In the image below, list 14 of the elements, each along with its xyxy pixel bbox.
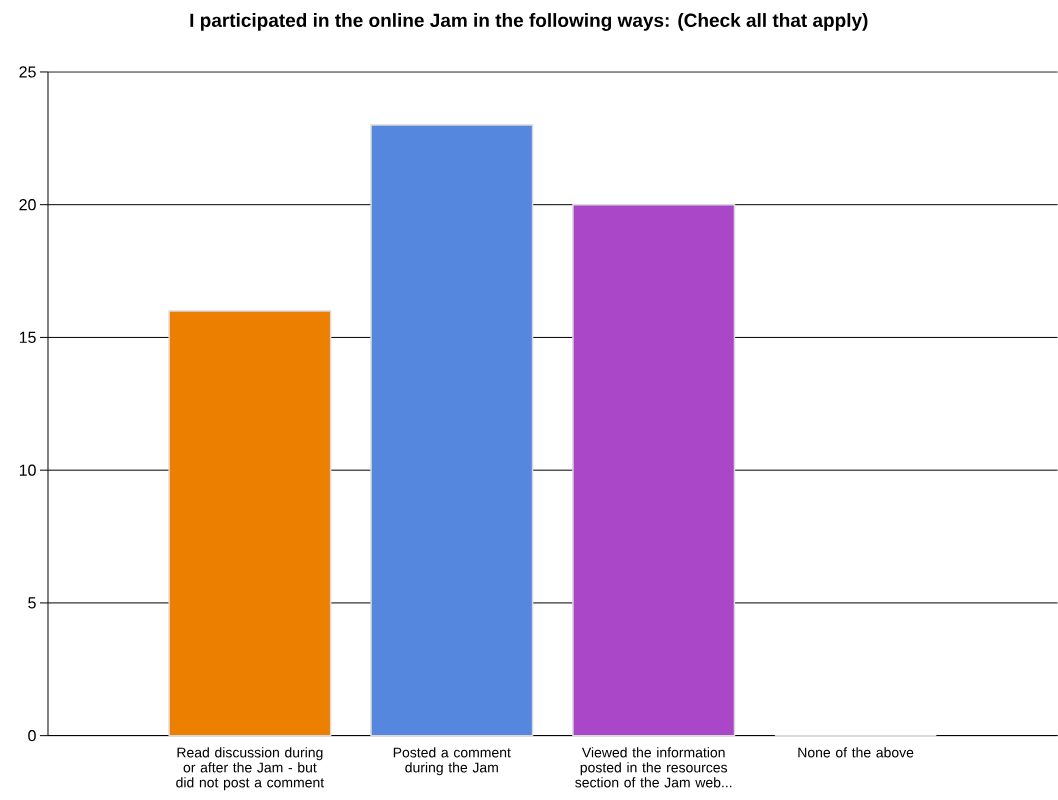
x-tick-label: Viewed the information posted in the resources section of the Jam web...: [575, 747, 732, 788]
y-tick-label: 10: [19, 464, 36, 477]
chart-title: I participated in the online Jam in the following ways: (Check all that apply): [190, 13, 868, 32]
y-tick-label: 5: [28, 597, 36, 609]
x-tick-label: None of the above: [798, 747, 914, 758]
y-tick-label: 0: [28, 730, 36, 742]
bar: [370, 124, 534, 737]
x-tick-label: Read discussion during or after the Jam - but did not post a comment: [176, 747, 325, 791]
y-tick-label: 15: [19, 332, 36, 344]
y-tick-label: 25: [19, 66, 36, 78]
bar: [572, 204, 736, 737]
x-tick-label: Posted a comment during the Jam: [393, 747, 511, 776]
y-tick-label: 20: [19, 199, 36, 211]
bar: [168, 310, 332, 737]
